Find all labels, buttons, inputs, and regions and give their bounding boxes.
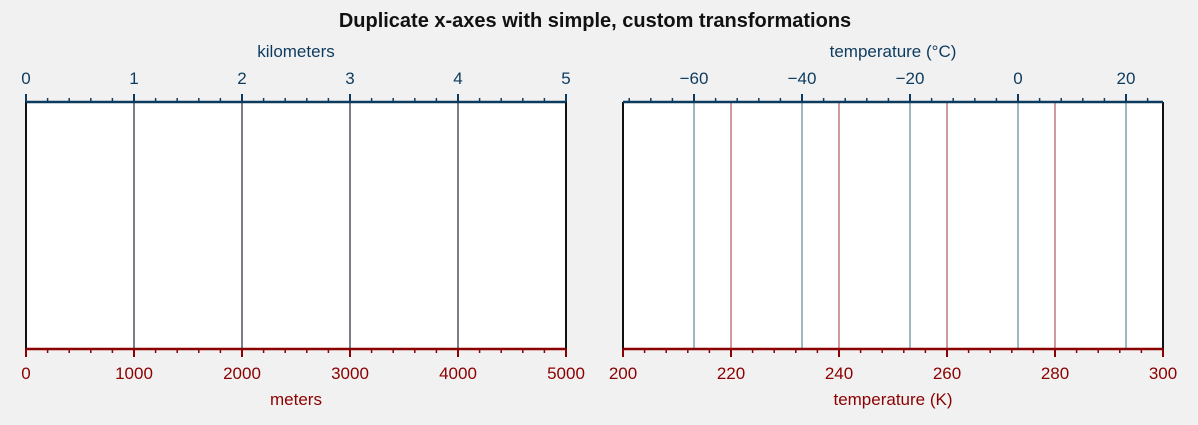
- panel1-bottom-tick-label: 0: [21, 364, 30, 383]
- panel2-top-tick-label: 20: [1117, 69, 1136, 88]
- panel1-top-tick-label: 2: [237, 69, 246, 88]
- panel1-top-tick-label: 0: [21, 69, 30, 88]
- panel1-top-tick-label: 4: [453, 69, 462, 88]
- panel2-bottom-axis-label: temperature (K): [833, 390, 952, 409]
- panel1-bottom-tick-label: 2000: [223, 364, 261, 383]
- panel2-plot-area: [623, 102, 1163, 349]
- panel1-bottom-tick-label: 4000: [439, 364, 477, 383]
- panel1-top-tick-label: 5: [561, 69, 570, 88]
- panel2-bottom-tick-label: 220: [717, 364, 745, 383]
- panel1-top-tick-label: 1: [129, 69, 138, 88]
- panel2-bottom-tick-label: 200: [609, 364, 637, 383]
- panel1-top-tick-label: 3: [345, 69, 354, 88]
- panel1-bottom-axis-label: meters: [270, 390, 322, 409]
- panel2-top-tick-label: 0: [1013, 69, 1022, 88]
- figure-title: Duplicate x-axes with simple, custom tra…: [338, 10, 852, 32]
- panel2-bottom-tick-label: 300: [1149, 364, 1177, 383]
- panel2-top-axis-label: temperature (°C): [830, 42, 957, 61]
- panel2-bottom-tick-label: 280: [1041, 364, 1069, 383]
- panel2-top-tick-label: −20: [896, 69, 925, 88]
- panel1-bottom-tick-label: 5000: [547, 364, 585, 383]
- panel1-plot-area: [26, 102, 566, 349]
- panel2-bottom-tick-label: 260: [933, 364, 961, 383]
- panel2-top-tick-label: −60: [680, 69, 709, 88]
- panel2-bottom-tick-label: 240: [825, 364, 853, 383]
- panel1-bottom-tick-label: 3000: [331, 364, 369, 383]
- panel1-top-axis-label: kilometers: [257, 42, 334, 61]
- panel2-top-tick-label: −40: [788, 69, 817, 88]
- panel1-bottom-tick-label: 1000: [115, 364, 153, 383]
